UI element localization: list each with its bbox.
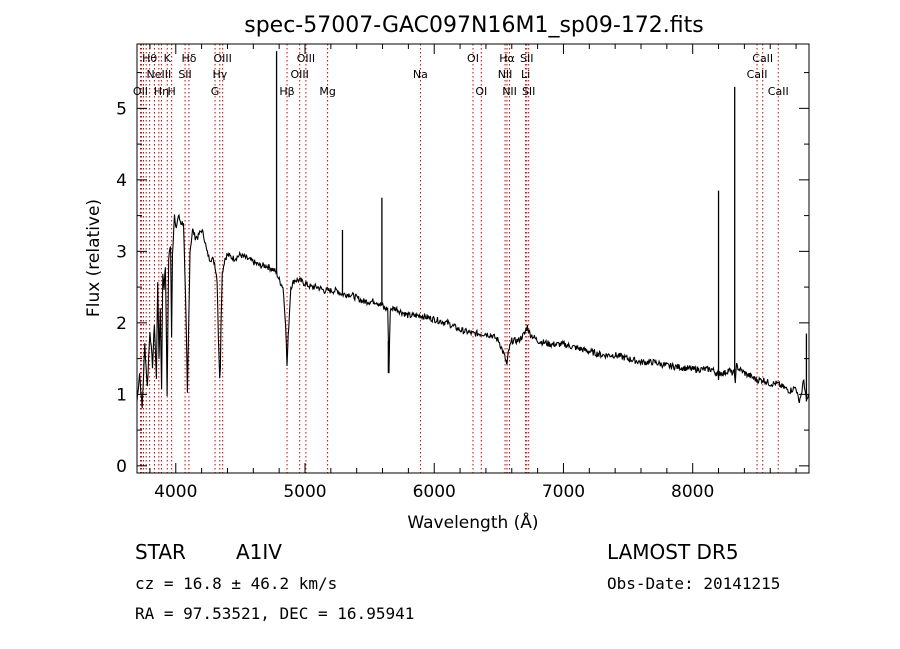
chart-title: spec-57007-GAC097N16M1_sp09-172.fits (244, 13, 704, 38)
y-tick-label: 3 (116, 242, 127, 262)
line-marker-label: Hβ (279, 85, 294, 98)
line-marker-label: OI (467, 52, 479, 65)
y-tick-label: 1 (116, 385, 127, 405)
spectrum-series (136, 51, 810, 409)
object-class: STAR (135, 540, 186, 564)
y-tick-label: 5 (116, 99, 127, 119)
line-marker-label: Hδ (181, 52, 196, 65)
line-marker-label: CaII (768, 85, 789, 98)
line-marker-label: Hα (499, 52, 515, 65)
line-markers (139, 44, 779, 473)
line-marker-label: OI (475, 85, 487, 98)
line-marker-label: Na (413, 68, 428, 81)
line-marker-label: Mg (319, 85, 335, 98)
observation-date: Obs-Date: 20141215 (607, 574, 781, 593)
line-marker-label: OIII (297, 52, 315, 65)
line-marker-label: SII (178, 68, 191, 81)
x-tick-label: 8000 (671, 482, 714, 502)
line-marker-label: H (167, 85, 175, 98)
redshift-velocity: cz = 16.8 ± 46.2 km/s (135, 574, 338, 593)
line-marker-label: OIII (213, 52, 231, 65)
line-marker-label: OIII (291, 68, 309, 81)
spectrum-line (136, 213, 810, 409)
line-marker-label: NeIII (146, 68, 171, 81)
object-subclass: A1IV (236, 540, 282, 564)
line-marker-label: CaII (752, 52, 773, 65)
line-marker-label: Li (521, 68, 530, 81)
y-tick-label: 0 (116, 457, 127, 477)
y-axis: 0 1 2 3 4 5 (116, 72, 809, 477)
x-tick-label: 6000 (413, 482, 456, 502)
line-marker-label: Hθ (142, 52, 157, 65)
x-axis-label: Wavelength (Å) (407, 511, 538, 533)
plot-frame (136, 43, 810, 474)
line-marker-label: OII (133, 85, 148, 98)
x-tick-label: 5000 (283, 482, 326, 502)
line-marker-label: SII (520, 52, 533, 65)
survey-name: LAMOST DR5 (607, 540, 739, 564)
coordinates: RA = 97.53521, DEC = 16.95941 (135, 604, 415, 623)
line-marker-labels: OIIHθNeIIIHηKHSIIHδGHγOIIIHβOIIIOIIIMgNa… (133, 52, 789, 98)
y-axis-label: Flux (relative) (84, 199, 104, 317)
line-marker-label: NII (498, 68, 513, 81)
line-marker-label: Hη (154, 85, 169, 98)
line-marker-label: K (164, 52, 172, 65)
line-marker-label: CaII (747, 68, 768, 81)
line-marker-label: SII (522, 85, 535, 98)
x-tick-label: 7000 (542, 482, 585, 502)
x-axis: 4000 5000 6000 7000 8000 (149, 44, 797, 502)
y-tick-label: 2 (116, 314, 127, 334)
line-marker-label: NII (502, 85, 517, 98)
line-marker-label: G (211, 85, 220, 98)
line-marker-label: Hγ (212, 68, 227, 81)
y-tick-label: 4 (116, 171, 127, 191)
x-tick-label: 4000 (154, 482, 197, 502)
